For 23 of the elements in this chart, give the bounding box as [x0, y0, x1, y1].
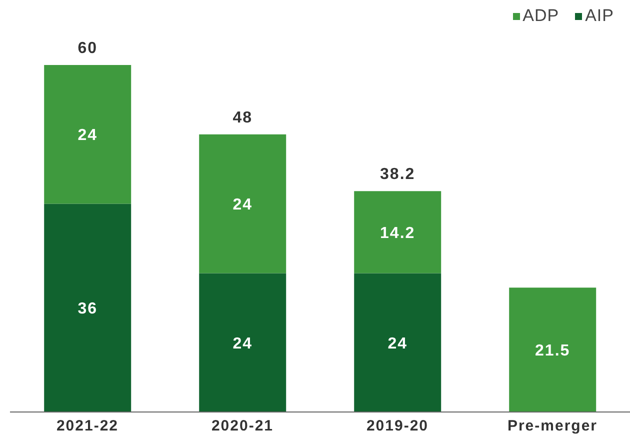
bar [354, 191, 442, 274]
data-label: 14.2 [380, 224, 416, 242]
data-label: 24 [388, 335, 408, 352]
bar [509, 288, 596, 412]
bar [44, 65, 132, 204]
bar [199, 273, 286, 412]
data-label: 24 [232, 335, 252, 352]
x-tick-label: 2020-21 [211, 418, 274, 435]
legend-label: ADP [522, 6, 560, 26]
data-label: 21.5 [535, 342, 570, 360]
legend-label: AIP [584, 6, 614, 26]
data-label: 24 [232, 196, 252, 214]
x-tick-label: 2021-22 [56, 418, 119, 435]
bar [199, 134, 286, 274]
data-label: 36 [78, 300, 98, 318]
x-tick-label: 2019-20 [366, 418, 429, 435]
total-label: 48 [232, 109, 252, 126]
bar [354, 273, 442, 412]
bar [44, 204, 132, 412]
total-label: 38.2 [380, 166, 416, 184]
x-tick-label: Pre-merger [507, 418, 598, 435]
total-label: 60 [78, 40, 98, 57]
data-label: 24 [78, 127, 98, 144]
